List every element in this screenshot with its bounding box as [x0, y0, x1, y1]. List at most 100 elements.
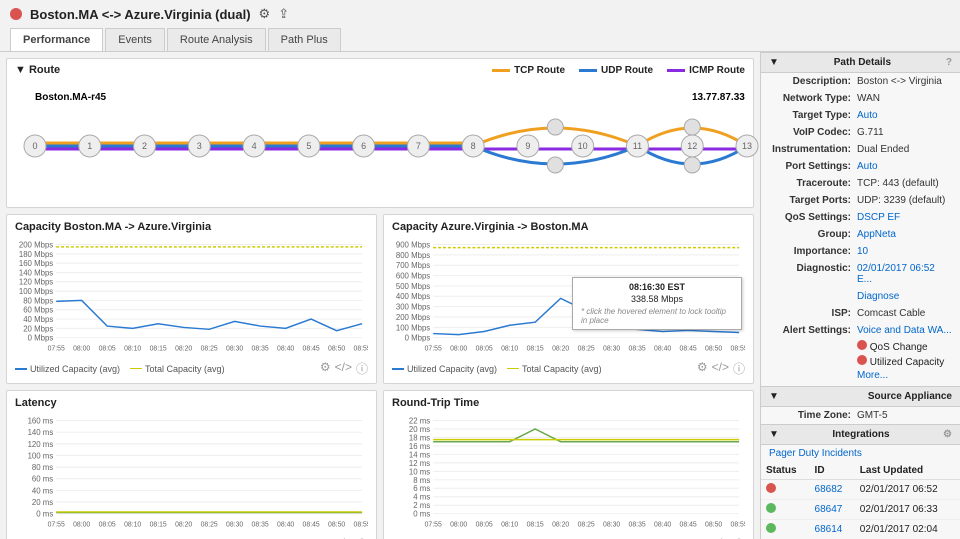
svg-text:160 ms: 160 ms [28, 416, 54, 425]
incident-id-link[interactable]: 68647 [815, 504, 843, 515]
svg-text:08:50: 08:50 [705, 521, 722, 528]
svg-text:08:15: 08:15 [150, 521, 167, 528]
detail-row: Description:Boston <-> Virginia [761, 73, 960, 90]
svg-text:08:35: 08:35 [629, 521, 646, 528]
integrations-settings-icon[interactable]: ⚙ [943, 429, 952, 440]
svg-text:5: 5 [306, 141, 311, 151]
chart-legend: Utilized Capacity (avg)Total Capacity (a… [392, 364, 602, 374]
detail-row: Port Settings:Auto [761, 158, 960, 175]
svg-text:08:30: 08:30 [603, 345, 620, 352]
status-dot-icon [857, 355, 867, 365]
svg-text:2: 2 [142, 141, 147, 151]
svg-text:Boston.MA-r45: Boston.MA-r45 [35, 92, 107, 103]
svg-text:160 Mbps: 160 Mbps [19, 259, 53, 268]
svg-text:08:00: 08:00 [450, 521, 467, 528]
detail-link[interactable]: DSCP EF [857, 212, 900, 223]
chart-title: Round-Trip Time [392, 397, 745, 409]
chart-latency: Latency 0 ms20 ms40 ms60 ms80 ms100 ms12… [6, 390, 377, 539]
svg-text:4: 4 [252, 141, 257, 151]
svg-text:18 ms: 18 ms [409, 433, 430, 442]
integrations-header[interactable]: ▼ Integrations ⚙ [761, 424, 960, 445]
svg-text:6 ms: 6 ms [413, 484, 430, 493]
svg-text:08:30: 08:30 [603, 521, 620, 528]
appliance-row: Time Zone:GMT-5 [761, 407, 960, 424]
svg-text:08:40: 08:40 [277, 345, 294, 352]
detail-row: Target Ports:UDP: 3239 (default) [761, 192, 960, 209]
help-icon[interactable]: ? [946, 57, 952, 68]
svg-text:0 ms: 0 ms [413, 510, 430, 519]
detail-link[interactable]: AppNeta [857, 229, 896, 240]
chart-settings-icon[interactable]: ⚙ [320, 360, 331, 377]
svg-text:12 ms: 12 ms [409, 459, 430, 468]
svg-text:300 Mbps: 300 Mbps [396, 303, 430, 312]
tab-path-plus[interactable]: Path Plus [268, 28, 341, 51]
svg-text:08:10: 08:10 [501, 345, 518, 352]
chart-code-icon[interactable]: </> [335, 360, 352, 377]
chart-info-icon[interactable]: ⓘ [356, 360, 368, 377]
pager-duty-link[interactable]: Pager Duty Incidents [769, 448, 862, 459]
detail-link[interactable]: Diagnose [857, 291, 899, 302]
legend-item: Utilized Capacity (avg) [15, 364, 120, 374]
svg-text:120 Mbps: 120 Mbps [19, 278, 53, 287]
svg-text:08:50: 08:50 [705, 345, 722, 352]
chart-settings-icon[interactable]: ⚙ [697, 360, 708, 377]
main-tabs: PerformanceEventsRoute AnalysisPath Plus [0, 28, 960, 52]
svg-text:40 Mbps: 40 Mbps [23, 315, 53, 324]
detail-link[interactable]: Auto [857, 161, 878, 172]
incident-id-link[interactable]: 68682 [815, 484, 843, 495]
detail-row: Instrumentation:Dual Ended [761, 141, 960, 158]
tab-route-analysis[interactable]: Route Analysis [167, 28, 266, 51]
tab-events[interactable]: Events [105, 28, 165, 51]
svg-text:08:15: 08:15 [527, 521, 544, 528]
legend-item: Total Capacity (avg) [130, 364, 225, 374]
svg-text:08:30: 08:30 [226, 521, 243, 528]
svg-text:14 ms: 14 ms [409, 450, 430, 459]
svg-text:800 Mbps: 800 Mbps [396, 251, 430, 260]
chart-rtt: Round-Trip Time 0 ms2 ms4 ms6 ms8 ms10 m… [383, 390, 754, 539]
svg-text:140 ms: 140 ms [28, 428, 54, 437]
svg-text:60 ms: 60 ms [32, 475, 53, 484]
svg-text:4 ms: 4 ms [413, 493, 430, 502]
tooltip-hint: * click the hovered element to lock tool… [581, 307, 733, 325]
tab-performance[interactable]: Performance [10, 28, 103, 51]
svg-text:08:45: 08:45 [680, 521, 697, 528]
path-details-header[interactable]: ▼ Path Details ? [761, 52, 960, 73]
detail-link[interactable]: 10 [857, 246, 868, 257]
source-appliance-header[interactable]: ▼ Source Appliance [761, 386, 960, 407]
svg-text:10 ms: 10 ms [409, 467, 430, 476]
table-row: 6861402/01/2017 02:04 [761, 520, 960, 539]
svg-text:08:45: 08:45 [303, 345, 320, 352]
page-header: Boston.MA <-> Azure.Virginia (dual) ⚙ ⇪ [0, 0, 960, 28]
main-content: ▼ Route TCP RouteUDP RouteICMP Route Bos… [0, 52, 760, 539]
table-header: ID [810, 462, 855, 480]
alert-extra-item[interactable]: More... [857, 369, 960, 382]
svg-text:08:20: 08:20 [552, 521, 569, 528]
svg-text:08:45: 08:45 [680, 345, 697, 352]
svg-text:20 ms: 20 ms [409, 425, 430, 434]
legend-item: ICMP Route [667, 65, 745, 76]
detail-link[interactable]: Voice and Data WA... [857, 325, 952, 336]
chart-title: Capacity Boston.MA -> Azure.Virginia [15, 221, 368, 233]
svg-text:16 ms: 16 ms [409, 442, 430, 451]
detail-row: Target Type:Auto [761, 107, 960, 124]
svg-text:08:05: 08:05 [476, 345, 493, 352]
chart-code-icon[interactable]: </> [712, 360, 729, 377]
svg-text:08:25: 08:25 [578, 345, 595, 352]
detail-link[interactable]: 02/01/2017 06:52 E... [857, 263, 935, 285]
detail-row: Diagnose [761, 288, 960, 305]
svg-text:7: 7 [416, 141, 421, 151]
incident-id-link[interactable]: 68614 [815, 524, 843, 535]
svg-text:12: 12 [687, 141, 697, 151]
svg-text:08:35: 08:35 [629, 345, 646, 352]
table-header: Last Updated [855, 462, 960, 480]
svg-text:08:25: 08:25 [201, 521, 218, 528]
tooltip-time: 08:16:30 EST [581, 282, 733, 292]
svg-text:08:40: 08:40 [277, 521, 294, 528]
share-icon[interactable]: ⇪ [278, 6, 289, 22]
chart-info-icon[interactable]: ⓘ [733, 360, 745, 377]
svg-text:80 ms: 80 ms [32, 463, 53, 472]
settings-icon[interactable]: ⚙ [259, 6, 271, 22]
detail-row: QoS Settings:DSCP EF [761, 209, 960, 226]
detail-row: Diagnostic:02/01/2017 06:52 E... [761, 260, 960, 288]
detail-link[interactable]: Auto [857, 110, 878, 121]
